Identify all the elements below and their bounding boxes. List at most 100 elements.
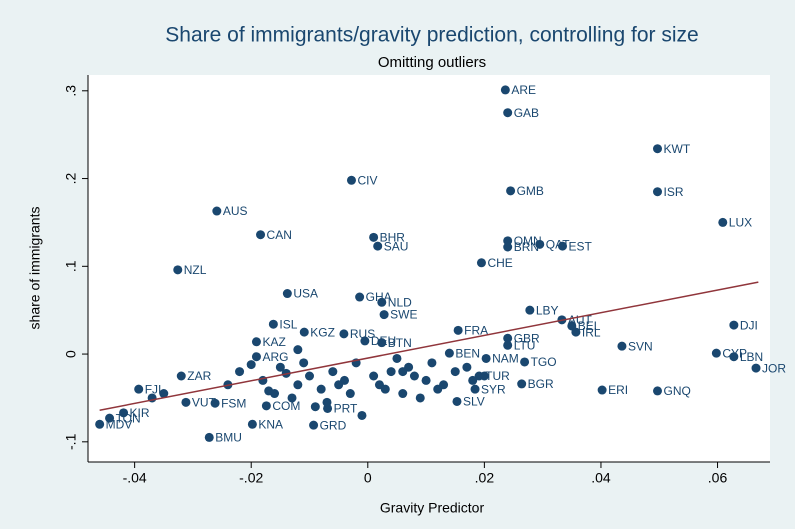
point-label: TON xyxy=(116,411,141,425)
point xyxy=(268,319,278,329)
point-label: ISL xyxy=(279,317,297,331)
point-label: TGO xyxy=(531,355,557,369)
point xyxy=(310,402,320,412)
point-label: SYR xyxy=(481,382,506,396)
point xyxy=(251,352,261,362)
point xyxy=(282,289,292,299)
point xyxy=(287,393,297,403)
point xyxy=(247,419,257,429)
point xyxy=(305,371,315,381)
point xyxy=(293,380,303,390)
point xyxy=(346,175,356,185)
point-label: GNQ xyxy=(663,384,690,398)
point xyxy=(256,230,266,240)
point-label: USA xyxy=(293,287,318,301)
point xyxy=(369,232,379,242)
x-tick-label: -.02 xyxy=(239,470,263,486)
point xyxy=(173,265,183,275)
point xyxy=(316,384,326,394)
point xyxy=(421,375,431,385)
point xyxy=(360,336,370,346)
point xyxy=(503,340,513,350)
point xyxy=(520,357,530,367)
chart-title: Share of immigrants/gravity prediction, … xyxy=(165,24,698,47)
point xyxy=(212,206,222,216)
point-label: GRD xyxy=(320,418,347,432)
y-tick-label: .3 xyxy=(63,85,79,97)
point-label: BTN xyxy=(388,336,412,350)
point xyxy=(452,396,462,406)
point-label: ZAR xyxy=(187,369,211,383)
point-label: KNA xyxy=(258,417,283,431)
point-label: KGZ xyxy=(310,325,335,339)
point-label: NLD xyxy=(388,295,412,309)
point-label: FRA xyxy=(464,324,488,338)
point-label: FSM xyxy=(221,396,246,410)
point xyxy=(373,241,383,251)
point-label: BGR xyxy=(528,377,554,391)
point xyxy=(453,325,463,335)
point xyxy=(711,348,721,358)
point xyxy=(729,320,739,330)
x-tick-label: -.04 xyxy=(123,470,147,486)
point xyxy=(718,217,728,227)
point xyxy=(379,310,389,320)
point xyxy=(470,384,480,394)
point xyxy=(751,363,761,373)
point xyxy=(134,384,144,394)
plot-area xyxy=(88,75,770,462)
point-label: CAN xyxy=(267,228,292,242)
point-label: ARG xyxy=(262,350,288,364)
point xyxy=(439,380,449,390)
point-label: KAZ xyxy=(262,335,285,349)
point xyxy=(339,329,349,339)
point-label: DJI xyxy=(740,318,758,332)
point-label: EST xyxy=(568,239,592,253)
point xyxy=(377,338,387,348)
point xyxy=(409,371,419,381)
point xyxy=(617,341,627,351)
point xyxy=(517,379,527,389)
point xyxy=(264,386,274,396)
point-label: PRT xyxy=(334,402,358,416)
point xyxy=(652,144,662,154)
point xyxy=(427,358,437,368)
y-axis-label: share of immigrants xyxy=(27,207,43,330)
point-label: BEN xyxy=(455,346,480,360)
point xyxy=(345,389,355,399)
point-label: IRL xyxy=(582,325,601,339)
point xyxy=(328,367,338,377)
point xyxy=(525,305,535,315)
point-label: SVN xyxy=(628,339,653,353)
point-label: TUR xyxy=(485,369,510,383)
point xyxy=(293,345,303,355)
point xyxy=(503,108,513,118)
point-label: VUT xyxy=(192,395,217,409)
point xyxy=(309,420,319,430)
point-label: GMB xyxy=(517,184,544,198)
point xyxy=(251,337,261,347)
point xyxy=(176,371,186,381)
point xyxy=(322,397,332,407)
point-label: RUS xyxy=(350,327,375,341)
x-tick-label: .02 xyxy=(475,470,495,486)
point-label: GBR xyxy=(514,331,540,345)
point-label: GAB xyxy=(514,106,539,120)
point-label: LTU xyxy=(514,338,536,352)
point xyxy=(571,327,581,337)
y-tick-label: .1 xyxy=(63,260,79,272)
point-label: ERI xyxy=(608,383,628,397)
point-label: CHE xyxy=(487,256,512,270)
point xyxy=(299,358,309,368)
point xyxy=(159,389,169,399)
point xyxy=(380,384,390,394)
point xyxy=(500,85,510,95)
x-tick-label: 0 xyxy=(364,470,372,486)
point xyxy=(210,398,220,408)
point xyxy=(377,297,387,307)
point-label: AUS xyxy=(223,204,248,218)
x-axis-label: Gravity Predictor xyxy=(380,500,485,516)
y-tick-label: -.1 xyxy=(63,433,79,450)
point xyxy=(462,362,472,372)
